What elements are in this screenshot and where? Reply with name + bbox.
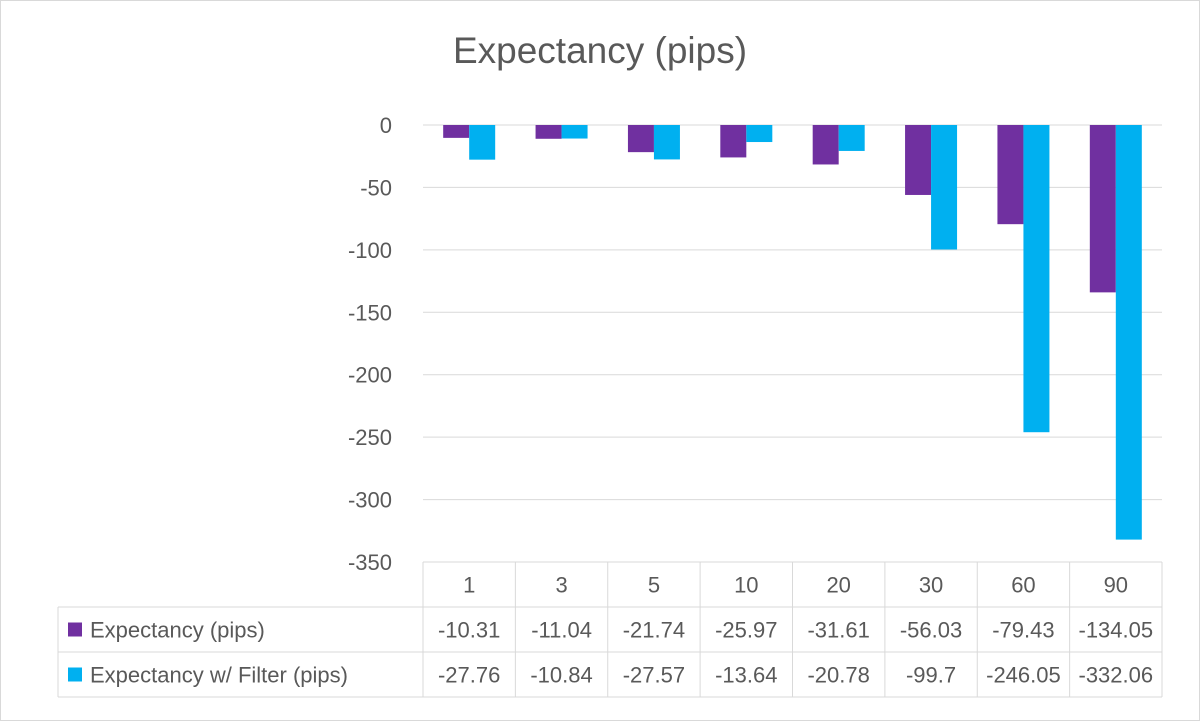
data-label: -332.06	[1079, 663, 1154, 688]
y-tick-label: -250	[348, 425, 392, 450]
data-label: -10.84	[530, 663, 592, 688]
data-label: -79.43	[992, 618, 1054, 643]
category-label: 10	[734, 573, 758, 598]
chart-title: Expectancy (pips)	[452, 30, 748, 71]
legend-swatch	[68, 622, 82, 637]
category-label: 3	[555, 573, 567, 598]
bar	[1115, 125, 1142, 540]
y-tick-label: -50	[360, 175, 392, 200]
y-tick-label: -300	[348, 488, 392, 513]
category-label: 20	[826, 573, 850, 598]
bar	[653, 125, 680, 160]
data-label: -27.57	[623, 663, 685, 688]
y-tick-label: 0	[380, 113, 392, 138]
legend-swatch	[68, 667, 82, 682]
bar	[627, 125, 654, 153]
data-label: -11.04	[531, 618, 592, 643]
data-label: -99.7	[906, 663, 956, 688]
category-label: 60	[1011, 573, 1035, 598]
legend-label: Expectancy (pips)	[90, 618, 265, 643]
legend-label: Expectancy w/ Filter (pips)	[90, 663, 348, 688]
bar	[997, 125, 1024, 225]
bar	[746, 125, 773, 143]
data-label: -25.97	[715, 618, 777, 643]
y-tick-label: -150	[348, 300, 392, 325]
category-label: 5	[648, 573, 660, 598]
bar	[905, 125, 932, 195]
bar	[838, 125, 865, 151]
category-label: 1	[463, 573, 475, 598]
bar	[1089, 125, 1116, 293]
bar	[931, 125, 958, 250]
data-label: -13.64	[715, 663, 777, 688]
data-label: -21.74	[623, 618, 685, 643]
bar	[535, 125, 562, 139]
bar	[561, 125, 588, 139]
category-label: 90	[1104, 573, 1128, 598]
data-label: -246.05	[986, 663, 1061, 688]
y-tick-label: -100	[348, 238, 392, 263]
data-label: -31.61	[807, 618, 869, 643]
data-label: -56.03	[900, 618, 962, 643]
y-tick-label: -350	[348, 550, 392, 575]
data-label: -27.76	[438, 663, 500, 688]
bar	[812, 125, 839, 165]
data-label: -134.05	[1079, 618, 1154, 643]
bar	[469, 125, 496, 160]
data-label: -10.31	[438, 618, 500, 643]
data-label: -20.78	[807, 663, 869, 688]
y-tick-label: -200	[348, 363, 392, 388]
bar	[443, 125, 470, 138]
category-label: 30	[919, 573, 943, 598]
bar	[1023, 125, 1050, 433]
bar	[720, 125, 747, 158]
